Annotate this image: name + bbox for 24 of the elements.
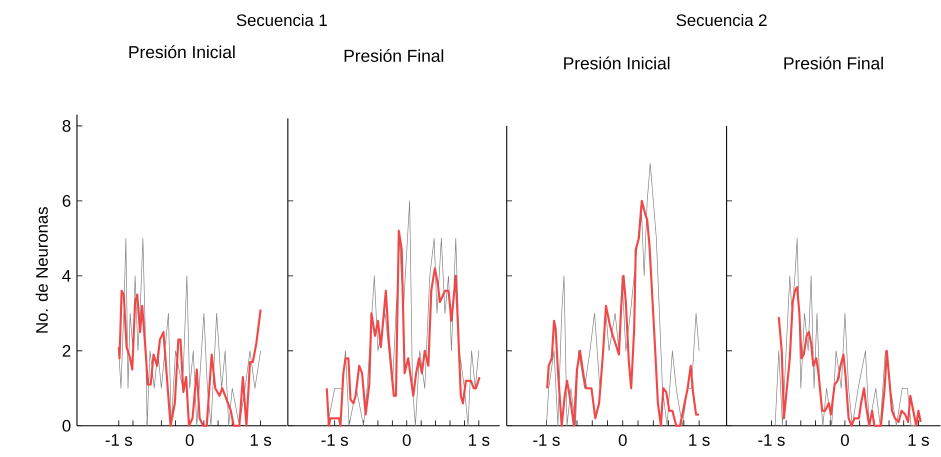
y-axis-title: No. de Neuronas bbox=[36, 207, 48, 333]
x-tick-label: 0 bbox=[618, 434, 627, 446]
x-tick-label: 1 s bbox=[250, 434, 272, 446]
x-tick-label: 1 s bbox=[908, 434, 929, 446]
x-tick-label: -1 s bbox=[533, 434, 560, 446]
y-tick-label: 6 bbox=[62, 195, 70, 207]
text: Secuencia 2 bbox=[676, 14, 767, 26]
y-tick-label: 8 bbox=[62, 120, 70, 132]
x-tick-label: 0 bbox=[840, 434, 849, 446]
y-tick-label: 0 bbox=[62, 420, 70, 432]
x-tick-label: 1 s bbox=[468, 434, 490, 446]
chart-title: Presión Final bbox=[344, 49, 444, 62]
x-tick-label: -1 s bbox=[106, 434, 132, 446]
chart-title: Presión Inicial bbox=[564, 56, 670, 70]
chart-title: Presión Final bbox=[784, 56, 883, 70]
text: Secuencia 1 bbox=[236, 14, 327, 26]
y-tick-label: 2 bbox=[62, 345, 70, 357]
y-tick-label: 4 bbox=[62, 270, 71, 282]
x-tick-label: 0 bbox=[402, 434, 411, 446]
chart-title: Presión Inicial bbox=[129, 45, 235, 58]
x-tick-label: -1 s bbox=[758, 434, 785, 446]
x-tick-label: 1 s bbox=[689, 434, 710, 446]
x-tick-label: -1 s bbox=[322, 434, 348, 446]
x-tick-label: 0 bbox=[186, 434, 194, 446]
